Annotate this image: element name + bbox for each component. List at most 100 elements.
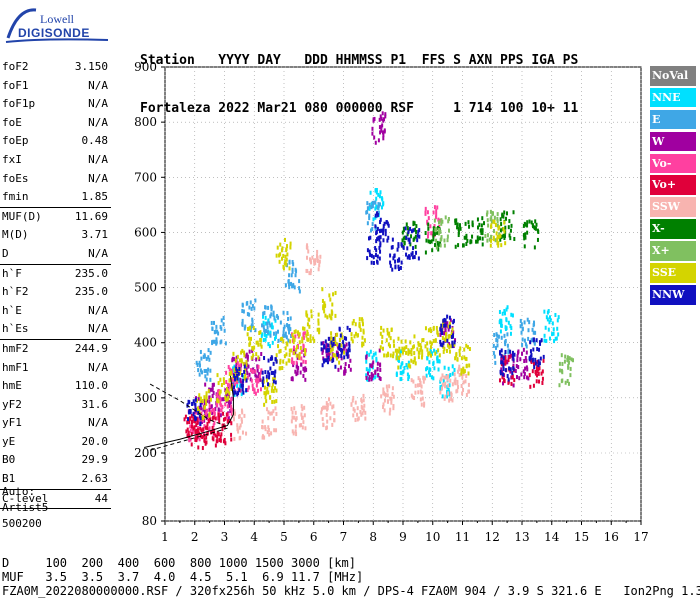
echo-mark bbox=[375, 187, 378, 192]
echo-mark bbox=[207, 348, 210, 353]
echo-mark bbox=[509, 324, 512, 329]
echo-mark bbox=[193, 425, 196, 430]
echo-mark bbox=[207, 389, 210, 394]
echo-mark bbox=[264, 425, 267, 430]
echo-mark bbox=[383, 391, 386, 396]
echo-mark bbox=[288, 330, 291, 335]
echo-mark bbox=[511, 371, 514, 376]
echo-mark bbox=[259, 342, 262, 347]
echo-mark bbox=[265, 391, 268, 396]
echo-mark bbox=[533, 225, 536, 230]
echo-mark bbox=[509, 367, 512, 372]
echo-mark bbox=[265, 321, 268, 326]
echo-mark bbox=[439, 390, 442, 395]
echo-mark bbox=[504, 368, 507, 373]
echo-mark bbox=[393, 254, 396, 259]
echo-mark bbox=[289, 245, 292, 250]
echo-mark bbox=[523, 320, 526, 325]
echo-mark bbox=[272, 379, 275, 384]
echo-mark bbox=[443, 346, 446, 351]
echo-mark bbox=[207, 367, 210, 372]
echo-mark bbox=[201, 370, 204, 375]
echo-mark bbox=[522, 223, 525, 228]
echo-mark bbox=[302, 359, 305, 364]
echo-mark bbox=[305, 310, 308, 315]
echo-mark bbox=[457, 233, 460, 238]
echo-mark bbox=[285, 248, 288, 253]
legend-item: NNE bbox=[650, 87, 696, 108]
echo-mark bbox=[549, 315, 552, 320]
echo-mark bbox=[261, 370, 264, 375]
echo-mark bbox=[426, 210, 429, 215]
echo-mark bbox=[199, 349, 202, 354]
echo-mark bbox=[378, 194, 381, 199]
echo-mark bbox=[241, 303, 244, 308]
echo-mark bbox=[189, 410, 192, 415]
echo-mark bbox=[241, 380, 244, 385]
echo-mark bbox=[502, 227, 505, 232]
echo-mark bbox=[282, 310, 285, 315]
echo-mark bbox=[444, 323, 447, 328]
echo-mark bbox=[537, 363, 540, 368]
echo-mark bbox=[380, 205, 383, 210]
echo-mark bbox=[533, 341, 536, 346]
echo-mark bbox=[375, 211, 378, 216]
echo-mark bbox=[379, 202, 382, 207]
x-tick-label: 11 bbox=[455, 530, 470, 544]
echo-mark bbox=[451, 398, 454, 403]
echo-mark bbox=[251, 319, 254, 324]
echo-mark bbox=[334, 290, 337, 295]
x-tick-label: 2 bbox=[191, 530, 199, 544]
echo-mark bbox=[450, 344, 453, 349]
echo-mark bbox=[452, 342, 455, 347]
echo-mark bbox=[476, 217, 479, 222]
echo-mark bbox=[400, 260, 403, 265]
echo-mark bbox=[282, 339, 285, 344]
echo-mark bbox=[435, 212, 438, 217]
legend-item: NoVal bbox=[650, 66, 696, 86]
echo-mark bbox=[199, 368, 202, 373]
echo-mark bbox=[204, 413, 207, 418]
echo-mark bbox=[380, 196, 383, 201]
echo-mark bbox=[418, 383, 421, 388]
echo-mark bbox=[364, 410, 367, 415]
echo-mark bbox=[216, 403, 219, 408]
echo-mark bbox=[275, 359, 278, 364]
echo-mark bbox=[263, 402, 266, 407]
echo-mark bbox=[418, 378, 421, 383]
echo-mark bbox=[225, 412, 228, 417]
echo-mark bbox=[232, 413, 235, 418]
echo-mark bbox=[257, 379, 260, 384]
echo-mark bbox=[233, 357, 236, 362]
echo-mark bbox=[321, 350, 324, 355]
echo-mark bbox=[506, 305, 509, 310]
echo-mark bbox=[327, 336, 330, 341]
echo-mark bbox=[371, 200, 374, 205]
echo-mark bbox=[382, 133, 385, 138]
echo-mark bbox=[497, 334, 500, 339]
echo-mark bbox=[428, 370, 431, 375]
echo-mark bbox=[325, 353, 328, 358]
echo-mark bbox=[486, 238, 489, 243]
echo-mark bbox=[449, 378, 452, 383]
echo-mark bbox=[211, 326, 214, 331]
echo-mark bbox=[430, 239, 433, 244]
echo-mark bbox=[524, 235, 527, 240]
echo-mark bbox=[321, 298, 324, 303]
echo-mark bbox=[386, 393, 389, 398]
echo-mark bbox=[312, 336, 315, 341]
echo-mark bbox=[386, 399, 389, 404]
echo-mark bbox=[342, 340, 345, 345]
echo-mark bbox=[334, 340, 337, 345]
echo-mark bbox=[522, 347, 525, 352]
echo-mark bbox=[438, 353, 441, 358]
echo-mark bbox=[383, 398, 386, 403]
echo-mark bbox=[352, 413, 355, 418]
echo-mark bbox=[216, 401, 219, 406]
echo-mark bbox=[363, 338, 366, 343]
echo-mark bbox=[219, 438, 222, 443]
echo-mark bbox=[266, 325, 269, 330]
echo-mark bbox=[427, 239, 430, 244]
echo-mark bbox=[198, 437, 201, 442]
y-tick-label: 800 bbox=[134, 115, 157, 129]
